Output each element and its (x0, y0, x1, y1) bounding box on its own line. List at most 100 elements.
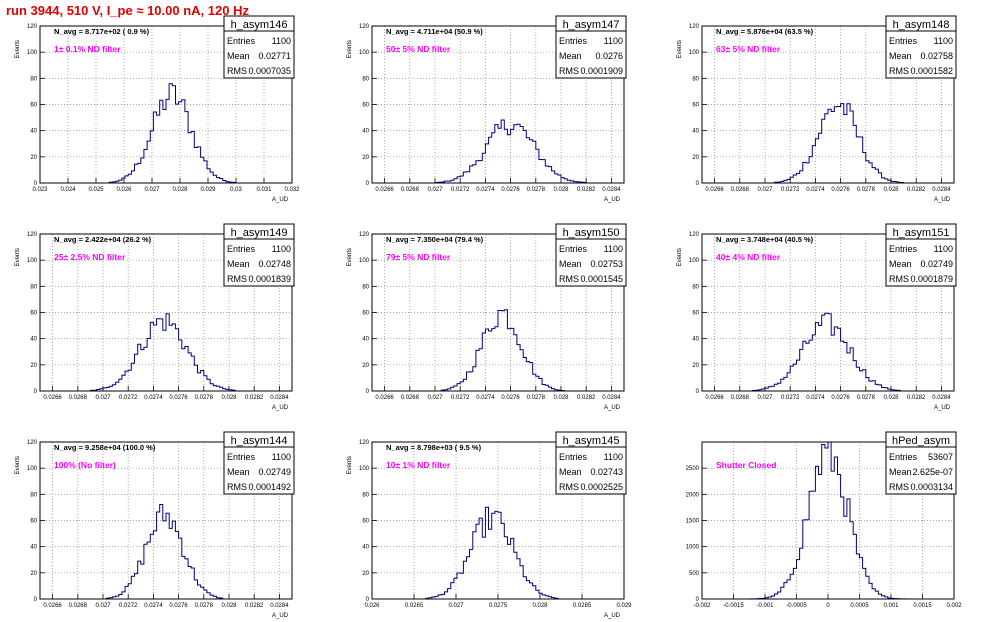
y-tick-label: 100 (27, 50, 38, 56)
x-tick-label: 0.0272 (451, 395, 470, 401)
y-tick-label: 0 (34, 181, 38, 187)
filter-annotation: 63± 5% ND filter (716, 44, 781, 54)
y-tick-label: 120 (689, 24, 700, 30)
stats-entries-value: 1100 (272, 452, 291, 462)
y-tick-label: 40 (30, 545, 37, 551)
y-tick-label: 20 (30, 571, 37, 577)
histogram-panel-h_asym148: 0.0266 0.0268 0.027 0.0272 0.0274 0.0276 0.027… (677, 15, 957, 203)
x-tick-label: 0.0276 (169, 395, 188, 401)
x-tick-label: 0 (826, 603, 830, 609)
x-tick-label: -0.002 (693, 603, 711, 609)
x-tick-label: 0.0268 (731, 395, 750, 401)
x-tick-label: 0.0266 (705, 395, 724, 401)
x-tick-label: 0.0284 (602, 187, 621, 193)
y-tick-label: 120 (27, 440, 38, 446)
stats-rms-value: 0.0001582 (910, 66, 953, 76)
x-tick-label: 0.0278 (195, 395, 214, 401)
y-tick-label: 0 (696, 597, 700, 603)
x-tick-label: 0.028 (883, 395, 899, 401)
x-tick-label: 0.0272 (119, 603, 138, 609)
x-tick-label: 0.028 (221, 603, 237, 609)
stats-rms-label: RMS (227, 274, 247, 284)
stats-box (555, 15, 627, 79)
stats-entries-value: 1100 (934, 36, 953, 46)
y-tick-label: 2000 (686, 492, 700, 498)
stats-rms-value: 0.0001879 (910, 274, 953, 284)
x-tick-label: 0.0274 (476, 395, 495, 401)
stats-entries-label: Entries (559, 452, 588, 462)
y-tick-label: 80 (30, 284, 37, 290)
histogram-name: h_asym148 (893, 19, 950, 31)
y-tick-label: 100 (27, 466, 38, 472)
y-tick-label: 20 (362, 571, 369, 577)
x-axis-label: A_UD (934, 197, 951, 203)
x-tick-label: 0.0266 (375, 187, 394, 193)
stats-rms-value: 0.0001909 (580, 66, 623, 76)
histogram-name: h_asym144 (231, 435, 288, 447)
y-tick-label: 80 (30, 492, 37, 498)
y-tick-label: 500 (689, 571, 700, 577)
x-tick-label: 0.0278 (857, 187, 876, 193)
y-tick-label: 120 (689, 232, 700, 238)
x-tick-label: 0.028 (883, 187, 899, 193)
n-avg-label: N_avg = 9.258e+04 (100.0 %) (54, 443, 156, 452)
stats-rms-value: 0.0001545 (580, 274, 623, 284)
histogram-panel-h_asym146: 0.023 0.024 0.025 0.026 0.027 0.028 0.029 0.03 0… (15, 15, 300, 203)
stats-rms-value: 0.0002525 (580, 482, 623, 492)
filter-annotation: 100% (No filter) (54, 460, 116, 470)
stats-entries-value: 1100 (272, 244, 291, 254)
stats-mean-value: 0.02749 (258, 467, 291, 477)
histogram-panel-h_asym147: 0.0266 0.0268 0.027 0.0272 0.0274 0.0276 0.027… (347, 15, 627, 203)
stats-entries-value: 53607 (928, 452, 953, 462)
stats-entries-value: 1100 (604, 244, 623, 254)
y-tick-label: 20 (362, 363, 369, 369)
stats-box (555, 431, 627, 495)
x-tick-label: 0.0272 (451, 187, 470, 193)
histogram-name: h_asym145 (563, 435, 620, 447)
stats-mean-label: Mean (227, 467, 250, 477)
y-tick-label: 20 (30, 155, 37, 161)
stats-mean-value: 0.02749 (920, 259, 953, 269)
y-tick-label: 0 (366, 597, 370, 603)
stats-box (885, 15, 957, 79)
stats-box (885, 223, 957, 287)
y-tick-label: 0 (34, 597, 38, 603)
y-tick-label: 100 (359, 466, 370, 472)
y-tick-label: 1000 (686, 545, 700, 551)
y-tick-label: 0 (696, 181, 700, 187)
x-tick-label: 0.0268 (731, 187, 750, 193)
x-tick-label: 0.0274 (806, 187, 825, 193)
x-tick-label: 0.0282 (907, 395, 926, 401)
histogram-panel-h_asym149: 0.0266 0.0268 0.027 0.0272 0.0274 0.0276 0.027… (15, 223, 295, 411)
x-tick-label: 0.0268 (69, 395, 88, 401)
y-tick-label: 40 (692, 337, 699, 343)
filter-annotation: Shutter Closed (716, 460, 776, 470)
stats-box (885, 431, 957, 495)
stats-entries-label: Entries (559, 244, 588, 254)
n-avg-label: N_avg = 8.798e+03 ( 9.5 %) (386, 443, 482, 452)
x-tick-label: 0.0266 (43, 603, 62, 609)
x-tick-label: 0.0282 (245, 603, 264, 609)
y-tick-label: 100 (359, 50, 370, 56)
x-tick-label: 0.032 (284, 187, 300, 193)
y-tick-label: 40 (362, 129, 369, 135)
y-tick-label: 1500 (686, 519, 700, 525)
x-tick-label: 0.0282 (907, 187, 926, 193)
y-tick-label: 20 (30, 363, 37, 369)
x-tick-label: 0.027 (95, 603, 111, 609)
n-avg-label: N_avg = 7.350e+04 (79.4 %) (386, 235, 484, 244)
stats-mean-value: 0.02771 (258, 51, 291, 61)
histogram-name: hPed_asym (892, 435, 950, 447)
x-tick-label: 0.0276 (831, 187, 850, 193)
x-tick-label: 0.0278 (527, 395, 546, 401)
stats-mean-label: Mean (889, 259, 912, 269)
x-tick-label: 0.0278 (527, 187, 546, 193)
y-tick-label: 0 (696, 389, 700, 395)
stats-box (223, 431, 295, 495)
stats-box (555, 223, 627, 287)
n-avg-label: N_avg = 3.748e+04 (40.5 %) (716, 235, 814, 244)
stats-entries-label: Entries (889, 244, 918, 254)
filter-annotation: 1± 0.1% ND filter (54, 44, 121, 54)
x-tick-label: 0.031 (256, 187, 272, 193)
histogram-line (40, 83, 292, 184)
